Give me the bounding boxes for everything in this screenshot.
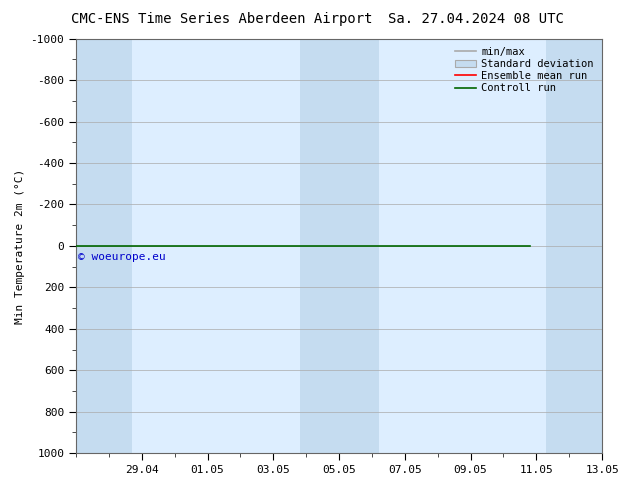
Text: Sa. 27.04.2024 08 UTC: Sa. 27.04.2024 08 UTC xyxy=(387,12,564,26)
Legend: min/max, Standard deviation, Ensemble mean run, Controll run: min/max, Standard deviation, Ensemble me… xyxy=(452,44,597,97)
Text: CMC-ENS Time Series Aberdeen Airport: CMC-ENS Time Series Aberdeen Airport xyxy=(71,12,373,26)
Bar xyxy=(300,39,378,453)
Bar xyxy=(53,39,132,453)
Bar xyxy=(547,39,625,453)
Y-axis label: Min Temperature 2m (°C): Min Temperature 2m (°C) xyxy=(15,168,25,323)
Text: © woeurope.eu: © woeurope.eu xyxy=(78,252,165,262)
